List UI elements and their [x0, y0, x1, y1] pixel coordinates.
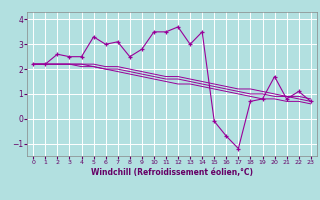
X-axis label: Windchill (Refroidissement éolien,°C): Windchill (Refroidissement éolien,°C) [91, 168, 253, 177]
